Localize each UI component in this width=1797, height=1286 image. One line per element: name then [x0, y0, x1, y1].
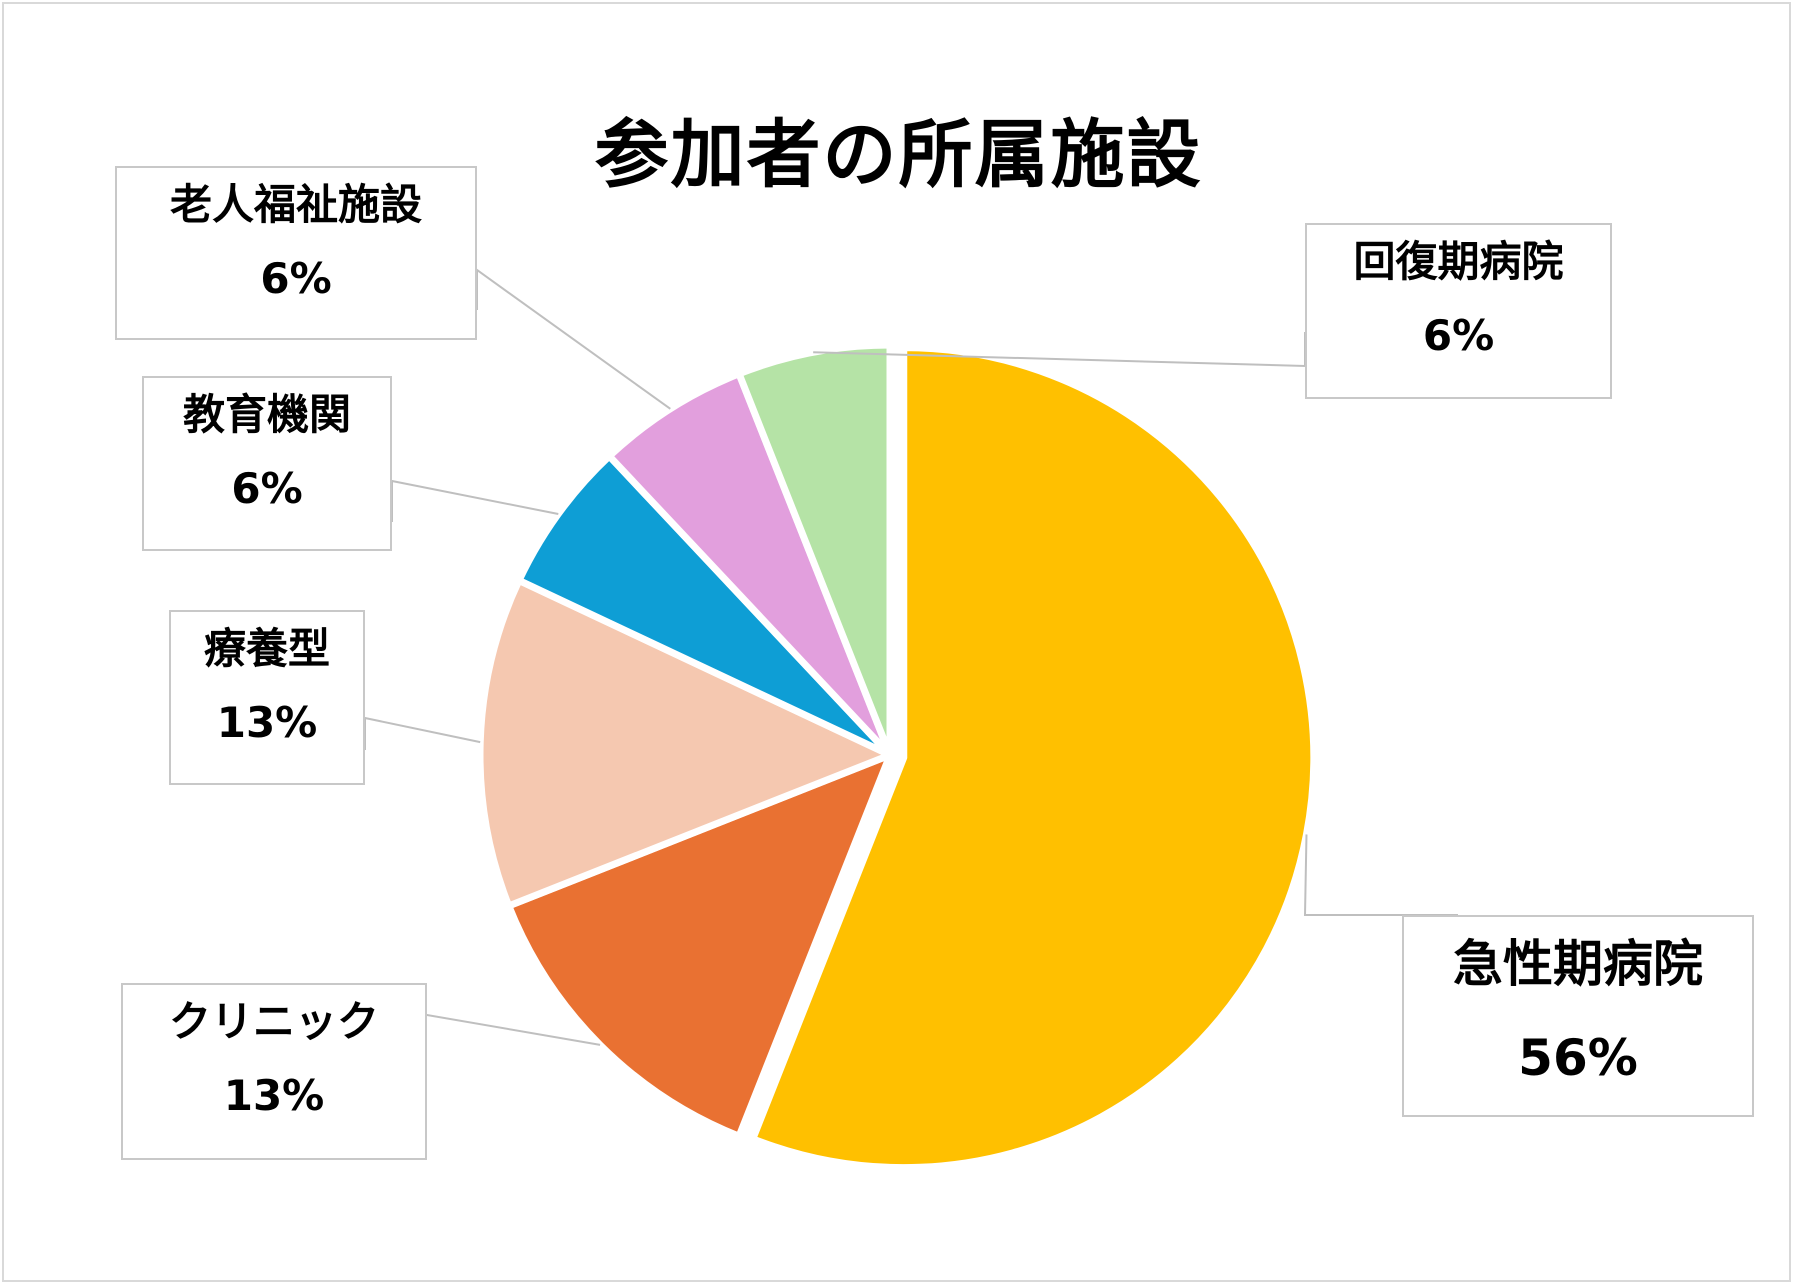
label-category: 老人福祉施設 — [169, 180, 422, 229]
label-category: 急性期病院 — [1453, 935, 1703, 993]
label-percent: 56% — [1518, 1029, 1638, 1087]
pie-slice-クリニック — [505, 751, 894, 1140]
label-percent: 13% — [223, 1071, 325, 1120]
pie-slice-教育機関 — [515, 452, 894, 759]
chart-title: 参加者の所属施設 — [594, 112, 1203, 198]
pie-slice-急性期病院 — [749, 344, 1318, 1172]
label-category: 回復期病院 — [1353, 237, 1564, 286]
label-category: 教育機関 — [182, 390, 351, 439]
leader-line-教育機関 — [391, 479, 559, 522]
pie-slice-老人福祉施設 — [605, 370, 894, 759]
label-percent: 6% — [231, 464, 303, 513]
label-療養型: 療養型 13% — [169, 610, 365, 785]
pie-slice-療養型 — [476, 576, 894, 910]
leader-line-老人福祉施設 — [476, 268, 671, 410]
label-percent: 13% — [216, 698, 318, 747]
label-教育機関: 教育機関 6% — [142, 376, 392, 551]
label-回復期病院: 回復期病院 6% — [1305, 223, 1612, 399]
label-category: クリニック — [168, 997, 379, 1046]
label-老人福祉施設: 老人福祉施設 6% — [115, 166, 477, 340]
label-急性期病院: 急性期病院 56% — [1402, 915, 1754, 1117]
label-クリニック: クリニック 13% — [121, 983, 427, 1160]
leader-line-療養型 — [364, 716, 481, 750]
leader-line-急性期病院 — [1303, 834, 1458, 916]
label-percent: 6% — [1422, 311, 1495, 360]
label-category: 療養型 — [203, 624, 330, 673]
pie-slices — [476, 341, 1318, 1172]
label-percent: 6% — [260, 254, 332, 303]
